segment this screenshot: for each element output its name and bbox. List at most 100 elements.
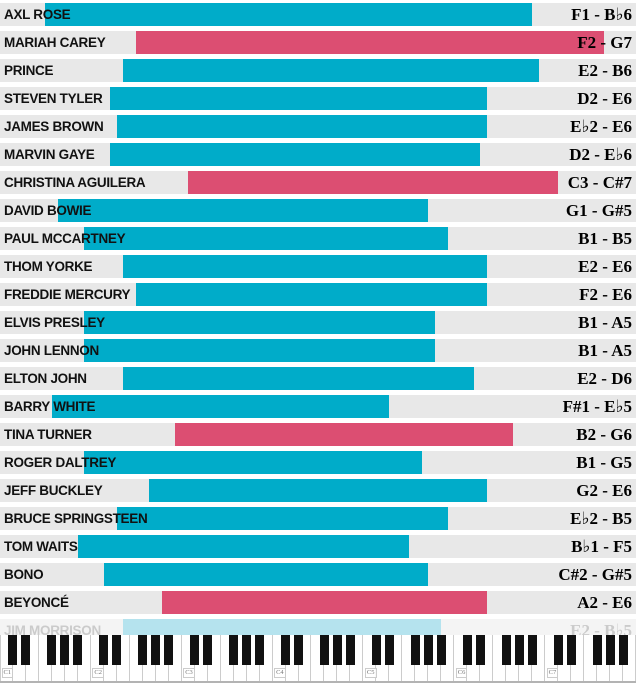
black-key[interactable] — [138, 635, 148, 665]
black-key[interactable] — [462, 635, 472, 665]
singer-name: ELVIS PRESLEY — [4, 315, 105, 330]
black-key[interactable] — [99, 635, 109, 665]
black-key[interactable] — [229, 635, 239, 665]
vocal-range-bar[interactable] — [84, 311, 435, 334]
range-label: E2 - B6 — [578, 61, 632, 80]
singer-row[interactable]: DAVID BOWIE G1 - G#5 — [0, 199, 636, 222]
black-key[interactable] — [566, 635, 576, 665]
octave-label: C1 — [1, 667, 14, 678]
octave-label: C2 — [92, 667, 104, 678]
singer-name: JIM MORRISON — [4, 623, 101, 638]
black-key[interactable] — [21, 635, 31, 665]
vocal-range-bar[interactable] — [136, 31, 604, 54]
black-key[interactable] — [527, 635, 537, 665]
octave-label: C7 — [546, 667, 559, 678]
singer-row[interactable]: ELVIS PRESLEY B1 - A5 — [0, 311, 636, 334]
black-key[interactable] — [475, 635, 485, 665]
black-key[interactable] — [605, 635, 615, 665]
singer-row[interactable]: PRINCE E2 - B6 — [0, 59, 636, 82]
singer-row[interactable]: BONO C#2 - G#5 — [0, 563, 636, 586]
vocal-range-bar[interactable] — [77, 535, 409, 558]
black-key[interactable] — [501, 635, 511, 665]
vocal-range-bar[interactable] — [162, 591, 487, 614]
vocal-range-bar[interactable] — [123, 367, 474, 390]
black-key[interactable] — [294, 635, 304, 665]
vocal-range-bar[interactable] — [110, 143, 481, 166]
singer-row[interactable]: CHRISTINA AGUILERA C3 - C#7 — [0, 171, 636, 194]
vocal-range-bar[interactable] — [116, 115, 487, 138]
vocal-range-bar[interactable] — [136, 283, 487, 306]
singer-name: JEFF BUCKLEY — [4, 483, 103, 498]
vocal-range-bar[interactable] — [149, 479, 487, 502]
vocal-range-bar[interactable] — [51, 395, 390, 418]
black-key[interactable] — [151, 635, 161, 665]
black-key[interactable] — [553, 635, 563, 665]
vocal-range-bar[interactable] — [84, 339, 435, 362]
black-key[interactable] — [371, 635, 381, 665]
black-key[interactable] — [60, 635, 70, 665]
black-key[interactable] — [73, 635, 83, 665]
black-key[interactable] — [112, 635, 122, 665]
vocal-range-bar[interactable] — [84, 451, 422, 474]
range-label: B2 - G6 — [576, 425, 632, 444]
black-key[interactable] — [332, 635, 342, 665]
singer-name: STEVEN TYLER — [4, 91, 103, 106]
vocal-range-bar[interactable] — [175, 423, 513, 446]
vocal-range-bar[interactable] — [116, 507, 448, 530]
black-key[interactable] — [423, 635, 433, 665]
singer-row[interactable]: ELTON JOHN E2 - D6 — [0, 367, 636, 390]
vocal-range-bar[interactable] — [123, 255, 487, 278]
range-label: F2 - G7 — [577, 33, 632, 52]
vocal-range-bar[interactable] — [123, 59, 539, 82]
singer-row[interactable]: ROGER DALTREY B1 - G5 — [0, 451, 636, 474]
singer-row[interactable]: BARRY WHITE F#1 - E♭5 — [0, 395, 636, 418]
singer-row[interactable]: JOHN LENNON B1 - A5 — [0, 339, 636, 362]
range-label: E♭2 - B5 — [570, 509, 632, 528]
range-label: C3 - C#7 — [567, 173, 632, 192]
vocal-range-bar[interactable] — [84, 227, 448, 250]
black-key[interactable] — [384, 635, 394, 665]
black-key[interactable] — [514, 635, 524, 665]
black-key[interactable] — [319, 635, 329, 665]
singer-name: ELTON JOHN — [4, 371, 87, 386]
range-label: G1 - G#5 — [565, 201, 632, 220]
singer-row[interactable]: JAMES BROWN E♭2 - E6 — [0, 115, 636, 138]
black-key[interactable] — [242, 635, 252, 665]
singer-name: TINA TURNER — [4, 427, 92, 442]
black-key[interactable] — [436, 635, 446, 665]
vocal-range-bar[interactable] — [188, 171, 559, 194]
singer-row[interactable]: STEVEN TYLER D2 - E6 — [0, 87, 636, 110]
singer-row[interactable]: THOM YORKE E2 - E6 — [0, 255, 636, 278]
singer-row[interactable]: TOM WAITS B♭1 - F5 — [0, 535, 636, 558]
singer-name: MARIAH CAREY — [4, 35, 106, 50]
black-key[interactable] — [203, 635, 213, 665]
range-label: B1 - G5 — [576, 453, 632, 472]
singer-row[interactable]: PAUL MCCARTNEY B1 - B5 — [0, 227, 636, 250]
singer-row[interactable]: TINA TURNER B2 - G6 — [0, 423, 636, 446]
vocal-range-bar[interactable] — [110, 87, 487, 110]
octave-label: C4 — [274, 667, 286, 678]
singer-row[interactable]: MARIAH CAREY F2 - G7 — [0, 31, 636, 54]
black-key[interactable] — [47, 635, 57, 665]
black-key[interactable] — [592, 635, 602, 665]
black-key[interactable] — [255, 635, 265, 665]
vocal-range-bar[interactable] — [58, 199, 429, 222]
black-key[interactable] — [164, 635, 174, 665]
black-key[interactable] — [8, 635, 18, 665]
range-label: A2 - E6 — [577, 593, 632, 612]
singer-row[interactable]: JEFF BUCKLEY G2 - E6 — [0, 479, 636, 502]
black-key[interactable] — [410, 635, 420, 665]
range-label: F2 - E6 — [579, 285, 632, 304]
black-key[interactable] — [618, 635, 628, 665]
black-key[interactable] — [345, 635, 355, 665]
vocal-range-bar[interactable] — [103, 563, 429, 586]
black-key[interactable] — [281, 635, 291, 665]
vocal-range-bar[interactable] — [45, 3, 533, 26]
black-key[interactable] — [190, 635, 200, 665]
singer-row[interactable]: AXL ROSE F1 - B♭6 — [0, 3, 636, 26]
singer-row[interactable]: MARVIN GAYE D2 - E♭6 — [0, 143, 636, 166]
singer-name: JAMES BROWN — [4, 119, 104, 134]
singer-row[interactable]: FREDDIE MERCURY F2 - E6 — [0, 283, 636, 306]
singer-row[interactable]: BEYONCÉ A2 - E6 — [0, 591, 636, 614]
singer-row[interactable]: BRUCE SPRINGSTEEN E♭2 - B5 — [0, 507, 636, 530]
